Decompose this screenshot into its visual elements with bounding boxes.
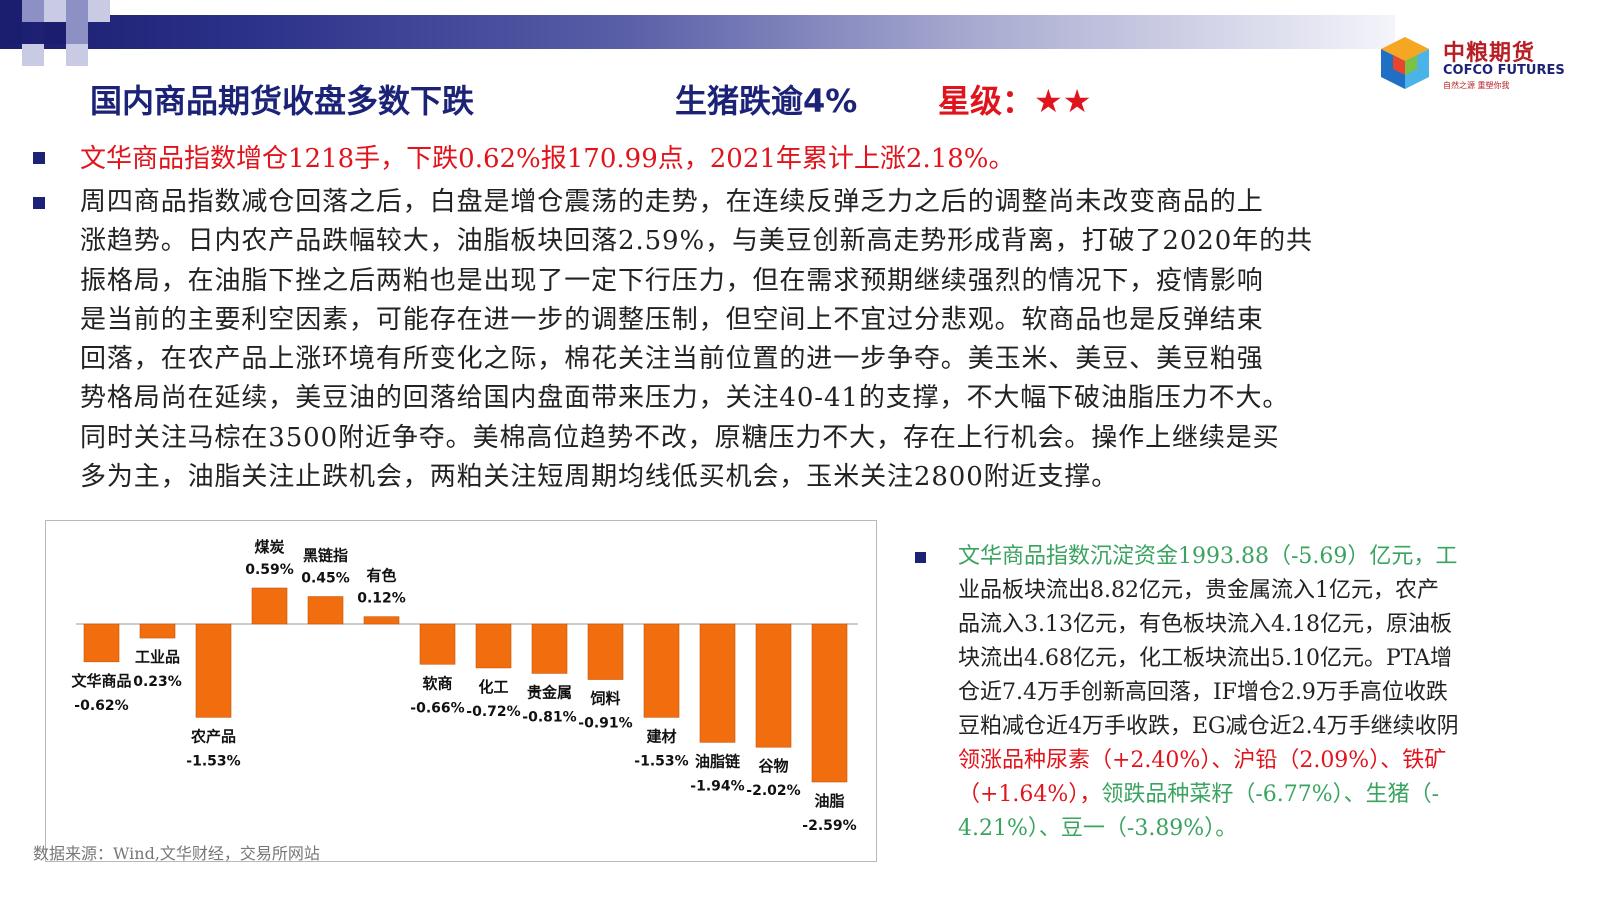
chart-category-label: 建材 <box>646 727 676 745</box>
header-deco-square <box>66 22 88 44</box>
analysis-line: 回落，在农产品上涨环境有所变化之际，棉花关注当前位置的进一步争夺。美玉米、美豆、… <box>80 344 1264 375</box>
bullet-icon <box>33 152 45 164</box>
summary-line: 文华商品指数增仓1218手，下跌0.62%报170.99点，2021年累计上涨2… <box>80 144 1015 174</box>
header-gradient-bar <box>0 15 1395 49</box>
funds-line: 豆粕减仓近4万手收跌，EG减仓近2.4万手继续收阴 <box>958 714 1459 739</box>
analysis-line: 涨趋势。日内农产品跌幅较大，油脂板块回落2.59%，与美豆创新高走势形成背离，打… <box>80 226 1313 257</box>
funds-line: 业品板块流出8.82亿元，贵金属流入1亿元，农产 <box>958 578 1439 603</box>
chart-value-label: -0.72% <box>466 704 520 720</box>
bar-chart-svg: 文华商品 -0.62% 工业品 0.23% 农产品 -1.53% 煤炭 0.59% 黑链指 0.4… <box>71 538 858 834</box>
header-deco-square <box>88 0 110 22</box>
chart-bar <box>531 623 568 674</box>
analysis-line: 周四商品指数减仓回落之后，白盘是增仓震荡的走势，在连续反弹乏力之后的调整尚未改变… <box>80 187 1264 217</box>
header-deco-square <box>22 0 44 22</box>
bullet-icon <box>915 552 926 563</box>
header-deco-square <box>0 22 22 44</box>
logo-slogan: 自然之源 重塑你我 <box>1443 81 1510 90</box>
header-deco-square <box>44 0 66 22</box>
chart-bar <box>83 623 120 663</box>
chart-category-label: 煤炭 <box>254 538 284 556</box>
analysis-line: 多为主，油脂关注止跌机会，两粕关注短周期均线低买机会，玉米关注2800附近支撑。 <box>80 462 1119 493</box>
chart-value-label: -1.53% <box>186 753 240 769</box>
chart-value-label: -2.59% <box>802 818 856 834</box>
analysis-paragraph: 周四商品指数减仓回落之后，白盘是增仓震荡的走势，在连续反弹乏力之后的调整尚未改变… <box>80 183 1560 497</box>
chart-bar <box>419 623 456 665</box>
funds-line: （+1.64%），领跌品种菜籽（-6.77%）、生猪（- <box>958 782 1440 807</box>
chart-value-label: -0.62% <box>74 698 128 714</box>
chart-category-label: 饲料 <box>589 690 620 708</box>
header-deco-square <box>44 22 66 44</box>
chart-value-label: -0.91% <box>578 716 632 732</box>
analysis-line: 振格局，在油脂下挫之后两粕也是出现了一定下行压力，但在需求预期继续强烈的情况下，… <box>80 265 1264 296</box>
bullet-icon <box>33 197 45 209</box>
header-deco-square <box>0 0 22 22</box>
chart-value-label: 0.59% <box>245 562 294 578</box>
chart-value-label: -0.81% <box>522 709 576 725</box>
chart-category-label: 工业品 <box>135 648 180 666</box>
chart-bar <box>475 623 512 669</box>
funds-line: 文华商品指数沉淀资金1993.88（-5.69）亿元，工 <box>958 544 1458 569</box>
chart-category-label: 黑链指 <box>303 547 348 565</box>
funds-flow-paragraph: 文华商品指数沉淀资金1993.88（-5.69）亿元，工 业品板块流出8.82亿… <box>958 540 1573 846</box>
chart-category-label: 谷物 <box>758 757 788 775</box>
chart-bar <box>139 623 176 639</box>
chart-category-label: 有色 <box>366 567 396 585</box>
analysis-line: 同时关注马棕在3500附近争夺。美棉高位趋势不改，原糖压力不大，存在上行机会。操… <box>80 422 1280 453</box>
data-source-note: 数据来源：Wind,文华财经，交易所网站 <box>33 844 320 863</box>
chart-value-label: 0.12% <box>357 591 406 607</box>
cofco-cube-icon <box>1381 37 1429 89</box>
chart-category-label: 软商 <box>422 674 452 692</box>
analysis-line: 是当前的主要利空因素，可能存在进一步的调整压制，但空间上不宜过分悲观。软商品也是… <box>80 304 1264 335</box>
chart-category-label: 化工 <box>478 678 508 696</box>
chart-bar <box>643 623 680 718</box>
funds-line: 品流入3.13亿元，有色板块流入4.18亿元，原油板 <box>958 612 1452 637</box>
chart-bar <box>755 623 792 748</box>
funds-line: 4.21%）、豆一（-3.89%）。 <box>958 816 1238 841</box>
logo-chinese-name: 中粮期货 <box>1443 41 1536 66</box>
chart-value-label: 0.45% <box>301 571 350 587</box>
chart-bar <box>699 623 736 743</box>
header-deco-square <box>22 44 44 66</box>
header-deco-square <box>66 44 88 66</box>
chart-bar <box>363 616 400 625</box>
page-subtitle: 生猪跌逾4% <box>675 82 858 120</box>
chart-value-label: -2.02% <box>746 783 800 799</box>
chart-bar <box>587 623 624 680</box>
chart-category-label: 文华商品 <box>71 672 131 690</box>
funds-line: 仓近7.4万手创新高回落，IF增仓2.9万手高位收跌 <box>958 680 1448 705</box>
logo-english-name: COFCO FUTURES <box>1443 63 1565 78</box>
chart-value-label: 0.23% <box>133 674 182 690</box>
chart-category-label: 农产品 <box>190 727 236 745</box>
chart-value-label: -1.53% <box>634 753 688 769</box>
funds-line: 块流出4.68亿元，化工板块流出5.10亿元。PTA增 <box>958 646 1453 671</box>
chart-bar <box>811 623 848 783</box>
sector-change-chart: 文华商品 -0.62% 工业品 0.23% 农产品 -1.53% 煤炭 0.59% 黑链指 0.4… <box>45 520 877 862</box>
chart-bar <box>195 623 232 718</box>
chart-bar <box>251 587 288 625</box>
chart-bar <box>307 596 344 625</box>
funds-line: 领涨品种尿素（+2.40%）、沪铅（2.09%）、铁矿 <box>958 748 1447 773</box>
chart-category-label: 油脂 <box>814 792 844 810</box>
page-title: 国内商品期货收盘多数下跌 <box>90 82 475 120</box>
chart-value-label: -0.66% <box>410 700 464 716</box>
star-rating: 星级：★★ <box>938 82 1092 120</box>
chart-category-label: 贵金属 <box>527 683 572 701</box>
cofco-logo: 中粮期货 COFCO FUTURES 自然之源 重塑你我 <box>1375 33 1585 95</box>
chart-category-label: 油脂链 <box>695 752 741 770</box>
chart-value-label: -1.94% <box>690 778 744 794</box>
analysis-line: 势格局尚在延续，美豆油的回落给国内盘面带来压力，关注40-41的支撑，不大幅下破… <box>80 383 1290 414</box>
header-deco-square <box>66 0 88 22</box>
